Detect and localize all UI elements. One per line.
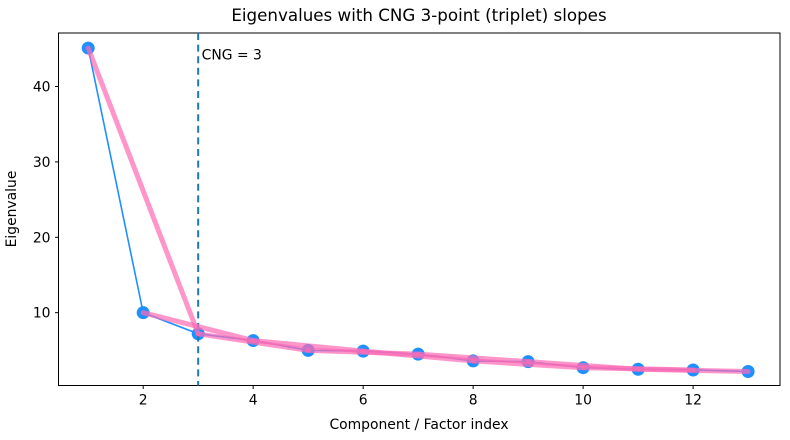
cng-triplet-chord bbox=[140, 310, 256, 344]
cng-triplet-chord bbox=[635, 366, 751, 374]
cng-triplet-chord bbox=[415, 351, 531, 365]
y-tick-label: 10 bbox=[33, 306, 51, 322]
plot-area bbox=[58, 32, 781, 386]
x-tick-label: 2 bbox=[139, 393, 148, 409]
x-tick-label: 4 bbox=[249, 393, 258, 409]
y-tick-label: 30 bbox=[33, 155, 51, 171]
x-tick-label: 12 bbox=[684, 393, 702, 409]
y-axis-label: Eigenvalue bbox=[4, 171, 20, 248]
x-tick-label: 6 bbox=[359, 393, 368, 409]
y-tick-label: 40 bbox=[33, 80, 51, 96]
x-tick-label: 10 bbox=[574, 393, 592, 409]
x-tick-label: 8 bbox=[469, 393, 478, 409]
x-axis-label: Component / Factor index bbox=[329, 417, 508, 433]
cng-triplet-chord bbox=[85, 45, 201, 337]
chart-title: Eigenvalues with CNG 3-point (triplet) s… bbox=[231, 5, 606, 25]
plot-dynamic-layer: 2 4 6 8 10 12 10 20 30 40 bbox=[33, 32, 781, 409]
cng-cutoff-annotation: CNG = 3 bbox=[202, 47, 262, 63]
y-tick-label: 20 bbox=[33, 230, 51, 246]
